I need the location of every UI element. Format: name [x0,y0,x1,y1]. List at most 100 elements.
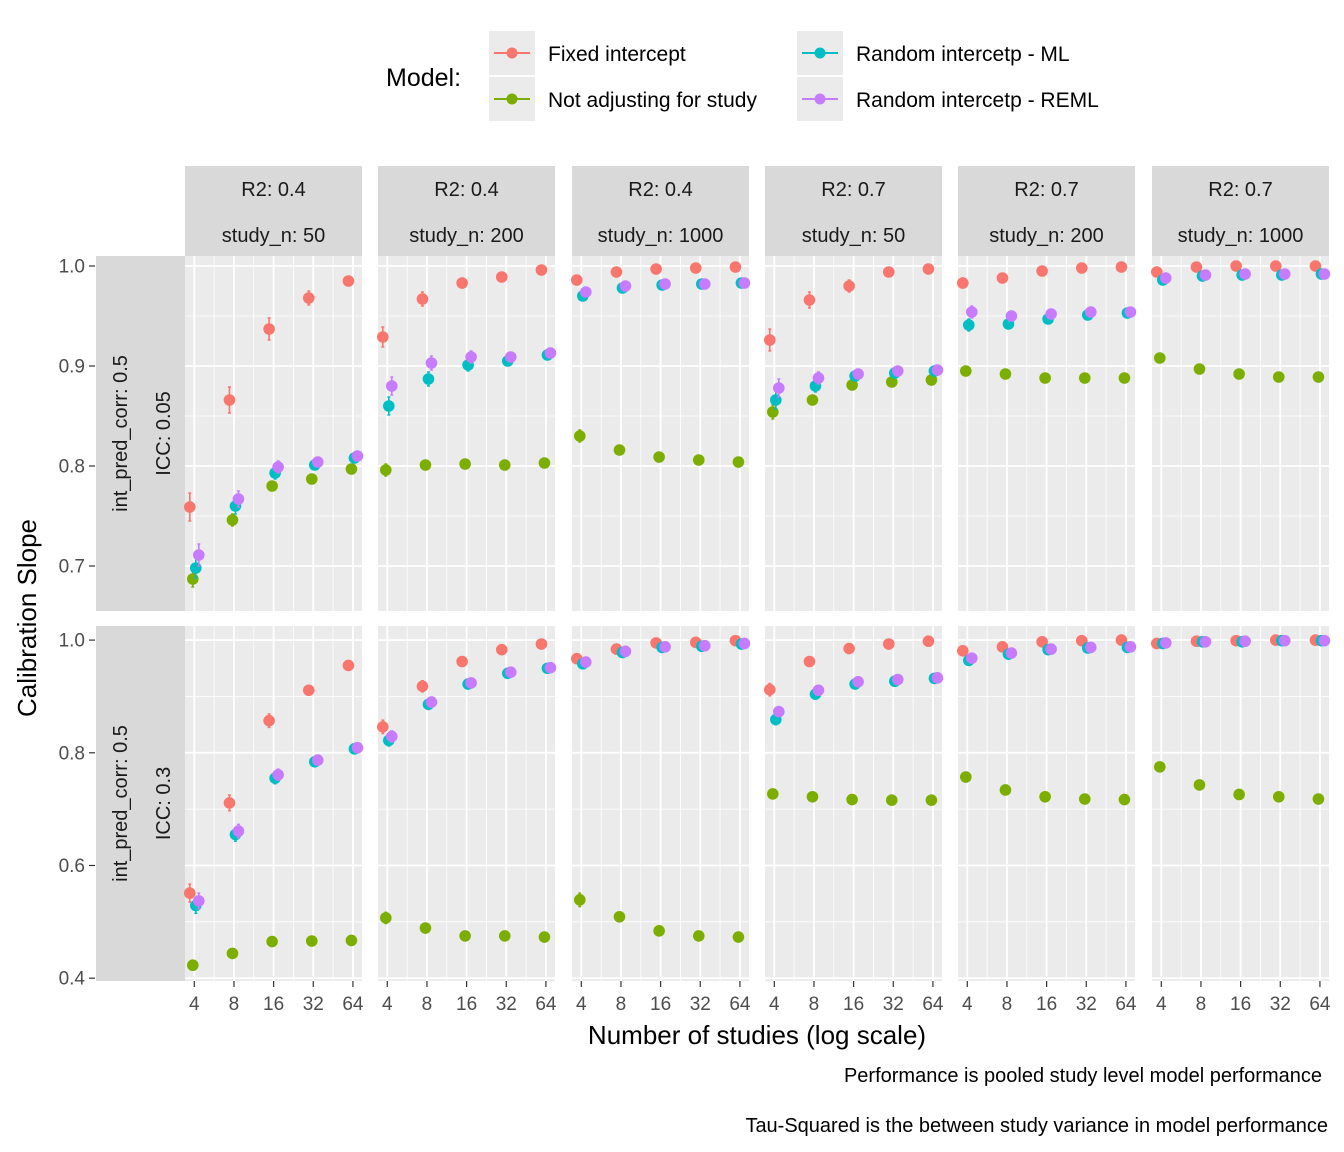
data-point [1005,647,1018,659]
data-point [613,444,626,456]
data-point [456,655,468,668]
data-point [846,793,858,806]
data-point [232,825,245,837]
series-fixed-intercept [763,263,935,352]
data-point [459,458,471,470]
x-axis-ticks-col-6: 4 8 16 32 64 [1156,981,1331,1015]
data-point [382,400,395,412]
legend-label: Random intercetp - ML [856,43,1070,66]
data-point [272,768,284,781]
data-point [772,705,785,718]
data-point [342,659,355,672]
data-point [345,934,358,947]
data-point [192,895,205,907]
data-point [1124,641,1137,653]
data-point [379,464,392,476]
strip-label-corr: int_pred_corr: 0.5 [110,355,132,512]
data-point [425,696,438,708]
data-point [1045,643,1057,655]
x-tick-label: 8 [229,994,240,1015]
x-axis-ticks-col-2: 4 8 16 32 64 [382,981,557,1015]
x-tick-label: 16 [650,994,671,1015]
data-point [729,261,742,273]
legend-label: Fixed intercept [548,43,686,66]
strip-label-study-n: study_n: 1000 [598,225,724,247]
data-point [305,935,318,947]
data-point [579,656,592,668]
x-tick-label: 8 [1002,994,1013,1015]
data-point [504,351,517,363]
x-tick-label: 16 [263,994,284,1015]
data-point [806,394,819,406]
series-fixed-intercept [376,638,548,735]
data-point [698,278,711,290]
series-not-adjusting-for-study [766,788,938,806]
series-not-adjusting-for-study [379,457,551,477]
series-fixed-intercept [376,264,548,348]
data-point [376,721,389,733]
data-point [1269,260,1282,272]
data-point [263,714,275,727]
data-point [272,461,284,473]
x-tick-label: 4 [189,994,200,1015]
strip-label-study-n: study_n: 50 [222,225,325,247]
legend-items: Fixed intercept Not adjusting for study Ra… [489,31,1099,121]
y-tick-label: 1.0 [59,631,85,652]
data-point [931,364,944,376]
data-point [812,372,825,384]
data-point [766,788,779,800]
y-axis-ticks-row-1: 0.7 0.8 0.9 1.0 [59,257,95,578]
panel-r1-c6 [1150,256,1331,611]
data-point [1318,268,1331,280]
strip-label-r2: R2: 0.4 [434,179,498,201]
data-point [1193,363,1206,375]
y-tick-label: 0.8 [59,457,85,478]
strip-background [185,166,362,256]
data-point [422,373,435,385]
data-point [342,275,355,287]
strip-background [1152,166,1329,256]
data-point [843,280,855,292]
x-tick-label: 32 [303,994,324,1015]
data-point [659,641,671,653]
data-point [311,754,324,766]
y-tick-label: 1.0 [59,257,85,278]
data-point [538,457,551,469]
data-point [965,306,978,318]
x-axis-ticks-col-1: 4 8 16 32 64 [189,981,364,1015]
data-point [962,319,975,331]
legend-item-not-adjusting-for-study: Not adjusting for study [489,77,757,121]
series-not-adjusting-for-study [573,892,745,943]
x-tick-label: 64 [535,994,557,1015]
x-tick-label: 16 [1230,994,1251,1015]
data-point [1239,268,1251,280]
data-point [689,262,702,274]
column-strip-6: R2: 0.7 study_n: 1000 [1152,166,1329,256]
data-point [763,334,776,346]
row-strip-1: int_pred_corr: 0.5 ICC: 0.05 [96,256,185,611]
panel-r2-c5 [956,626,1137,981]
data-point [1084,641,1097,654]
data-point [659,278,671,290]
series-random-intercetp-reml [579,277,751,298]
x-axis-ticks-col-5: 4 8 16 32 64 [962,981,1137,1015]
data-point [653,925,665,937]
data-point [1233,788,1245,801]
series-random-intercetp-reml [772,672,944,718]
data-point [419,922,432,934]
data-point [1318,634,1331,647]
legend-key-point [814,93,826,105]
data-point [351,741,364,754]
strip-label-corr: int_pred_corr: 0.5 [110,725,132,882]
series-fixed-intercept [956,634,1128,657]
data-point [959,771,972,783]
series-random-intercetp-reml [965,641,1137,664]
data-point [376,331,389,343]
data-point [416,293,429,305]
data-point [379,912,392,924]
panel-r2-c4 [763,626,944,981]
legend-key-point [506,47,518,59]
data-point [495,271,508,283]
x-tick-label: 64 [729,994,751,1015]
